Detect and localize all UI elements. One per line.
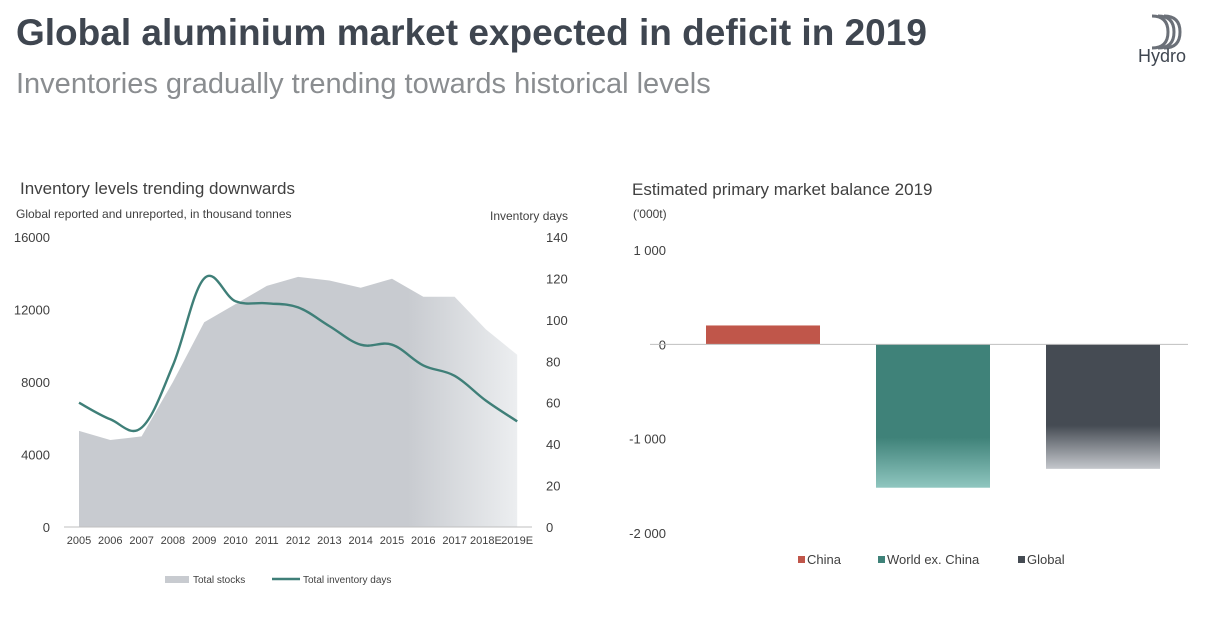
- x-tick-label: 2017: [442, 535, 466, 547]
- x-tick-label: 2014: [348, 535, 372, 547]
- right-y-tick-label: 60: [546, 396, 560, 411]
- x-tick-label: 2007: [129, 535, 153, 547]
- bar-world-ex-china: [876, 344, 990, 488]
- left-chart-y2label: Inventory days: [490, 209, 569, 223]
- legend-swatch: [878, 556, 885, 563]
- right-y-tick-label: 80: [546, 354, 560, 369]
- right-chart-title: Estimated primary market balance 2019: [632, 180, 933, 199]
- x-tick-label: 2019E: [501, 535, 533, 547]
- x-tick-label: 2011: [255, 535, 279, 547]
- legend-label-total-inventory-days: Total inventory days: [303, 575, 391, 586]
- left-chart-title: Inventory levels trending downwards: [20, 179, 295, 198]
- hydro-logo-icon: [1151, 14, 1182, 50]
- left-chart-ylabel: Global reported and unreported, in thous…: [16, 207, 292, 221]
- market-balance-chart: -2 000 -1 000 0 1 000 China World ex. China Gl…: [629, 243, 1188, 567]
- right-y-tick-label: 140: [546, 230, 568, 245]
- legend-swatch: [798, 556, 805, 563]
- inventory-chart: 0 4000 8000 12000 16000 0 20 40 60 80 100 120 140 200…: [14, 230, 568, 586]
- page-title: Global aluminium market expected in defi…: [16, 12, 927, 53]
- page-subtitle: Inventories gradually trending towards h…: [16, 68, 711, 100]
- legend-label: China: [807, 552, 842, 567]
- x-tick-label: 2010: [223, 535, 247, 547]
- x-tick-label: 2005: [67, 535, 91, 547]
- legend-swatch-total-stocks: [165, 576, 189, 583]
- bar-y-tick-label: 0: [659, 337, 666, 352]
- legend-label-total-stocks: Total stocks: [193, 575, 245, 586]
- x-tick-label: 2008: [161, 535, 185, 547]
- x-tick-label: 2012: [286, 535, 310, 547]
- legend-label: World ex. China: [887, 552, 980, 567]
- right-y-tick-label: 120: [546, 271, 568, 286]
- total-stocks-area: [79, 276, 518, 527]
- right-y-tick-label: 100: [546, 313, 568, 328]
- total-inventory-days-line: [78, 274, 518, 433]
- x-tick-label: 2006: [98, 535, 122, 547]
- right-chart-ylabel: ('000t): [633, 207, 667, 221]
- legend-swatch: [1018, 556, 1025, 563]
- x-tick-label: 2009: [192, 535, 216, 547]
- bar-y-tick-label: 1 000: [633, 243, 666, 258]
- logo-text: Hydro: [1138, 46, 1187, 66]
- left-y-tick-label: 12000: [14, 303, 50, 318]
- right-y-tick-label: 0: [546, 520, 553, 535]
- left-y-tick-label: 4000: [21, 448, 50, 463]
- bar-china: [706, 325, 820, 345]
- bar-y-tick-label: -1 000: [629, 432, 666, 447]
- x-tick-label: 2015: [380, 535, 404, 547]
- x-tick-label: 2018E: [470, 535, 502, 547]
- x-tick-label: 2013: [317, 535, 341, 547]
- x-tick-label: 2016: [411, 535, 435, 547]
- right-y-tick-label: 20: [546, 479, 560, 494]
- bar-y-tick-label: -2 000: [629, 526, 666, 541]
- left-y-tick-label: 8000: [21, 375, 50, 390]
- bar-global: [1046, 344, 1160, 469]
- left-y-tick-label: 0: [43, 520, 50, 535]
- right-y-tick-label: 40: [546, 437, 560, 452]
- left-y-tick-label: 16000: [14, 230, 50, 245]
- legend-label: Global: [1027, 552, 1065, 567]
